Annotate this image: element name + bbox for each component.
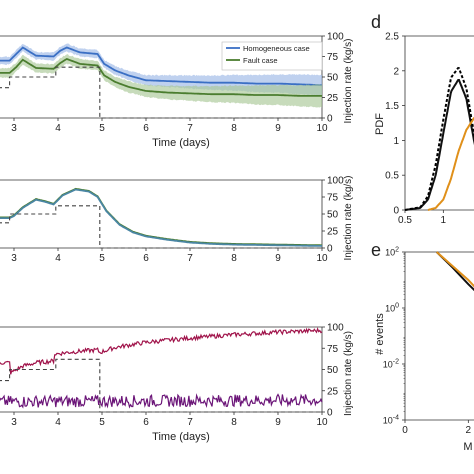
y-tick-label: 100 — [327, 323, 344, 334]
x-tick-label: 3 — [11, 123, 17, 134]
x-tick-label: 5 — [99, 417, 105, 428]
y-tick-label: 50 — [327, 365, 339, 376]
series-line — [0, 187, 322, 247]
x-tick-label: 4 — [55, 123, 61, 134]
y-tick-label: 102 — [385, 247, 399, 258]
series-line — [0, 188, 323, 247]
pdf-dashed-line — [404, 66, 474, 211]
dashed-schedule-line — [0, 358, 322, 413]
events-line — [436, 251, 474, 292]
y-tick-label: 100 — [385, 303, 399, 314]
y-tick-label: 0.5 — [385, 171, 399, 182]
x-tick-label: 9 — [275, 253, 281, 264]
y-tick-label: 50 — [327, 73, 339, 84]
y-axis-label: Injection rate (kg/s) — [343, 175, 354, 260]
y-tick-label: 0 — [327, 408, 333, 419]
y-tick-label: 25 — [327, 227, 339, 238]
panel-e: 10-4 10-2 100 102 0 2 M # events e — [371, 240, 474, 453]
panel-d: 00.511.522.50.511.5PDFd — [371, 12, 474, 226]
x-tick-label: 3 — [11, 253, 17, 264]
y-tick-exponent: 2 — [395, 247, 399, 254]
x-tick-label: 10 — [316, 253, 328, 264]
series-line — [0, 393, 323, 409]
panel-label: d — [371, 12, 381, 32]
x-tick-label: 8 — [231, 417, 237, 428]
y-axis-label: Injection rate (kg/s) — [343, 331, 354, 416]
x-tick-label: 6 — [143, 253, 149, 264]
pdf-line — [427, 116, 474, 211]
x-tick-label: 6 — [143, 123, 149, 134]
x-tick-label: 9 — [275, 417, 281, 428]
y-tick-label: 2.5 — [385, 32, 399, 43]
y-tick-label: 75 — [327, 52, 339, 63]
y-axis-label: Injection rate (kg/s) — [343, 38, 354, 123]
y-tick-label: 1.5 — [385, 101, 399, 112]
x-axis-label: Time (days) — [152, 137, 210, 149]
x-tick-label: 0.5 — [398, 215, 412, 226]
events-line — [436, 251, 474, 288]
y-tick-label: 25 — [327, 386, 339, 397]
dashed-schedule-line — [0, 205, 322, 249]
legend-entry: Homogeneous case — [243, 44, 310, 53]
y-tick-label: 0 — [393, 206, 399, 217]
x-tick-label: 3 — [11, 417, 17, 428]
x-tick-label: 4 — [55, 417, 61, 428]
x-tick-label: 4 — [55, 253, 61, 264]
panel-top-left: 3 4 5 6 7 8 9 100 25 50 75 100 Time (days) Injection … — [0, 32, 354, 149]
y-axis-label: # events — [374, 313, 386, 355]
x-tick-label: 2 — [466, 425, 472, 436]
x-tick-label: 8 — [231, 253, 237, 264]
x-tick-label: 7 — [187, 123, 193, 134]
x-tick-label: 5 — [99, 253, 105, 264]
x-tick-label: 7 — [187, 253, 193, 264]
x-tick-label: 1 — [441, 215, 447, 226]
y-tick-label: 10-2 — [383, 359, 399, 370]
y-tick-label: 25 — [327, 93, 339, 104]
panel-label: e — [371, 240, 381, 260]
x-tick-label: 7 — [187, 417, 193, 428]
y-tick-label: 10-4 — [383, 415, 399, 426]
series-line — [0, 46, 322, 87]
x-tick-label: 10 — [316, 123, 328, 134]
panel-bottom-left: 3 4 5 6 7 8 9 100 25 50 75 100 Time (days) Injection … — [0, 323, 354, 443]
x-tick-label: 5 — [99, 123, 105, 134]
y-tick-label: 100 — [327, 32, 344, 43]
y-tick-label: 0 — [327, 114, 333, 125]
y-tick-label: 0 — [327, 244, 333, 255]
y-tick-label: 1 — [393, 136, 399, 147]
x-tick-label: 10 — [316, 417, 328, 428]
y-tick-label: 75 — [327, 193, 339, 204]
x-tick-label: 0 — [402, 425, 408, 436]
x-tick-label: 6 — [143, 417, 149, 428]
y-tick-exponent: 0 — [395, 303, 399, 310]
y-axis-label: PDF — [374, 113, 386, 135]
series-line — [0, 58, 322, 97]
series-line — [0, 327, 323, 375]
y-tick-label: 100 — [327, 176, 344, 187]
legend-box — [221, 41, 323, 71]
y-tick-exponent: -2 — [393, 359, 399, 366]
y-tick-label: 50 — [327, 210, 339, 221]
y-tick-label: 2 — [393, 66, 399, 77]
x-axis-label: Time (days) — [152, 431, 210, 443]
y-tick-exponent: -4 — [393, 415, 399, 422]
legend-entry: Fault case — [243, 56, 278, 65]
y-tick-label: 75 — [327, 344, 339, 355]
x-tick-label: 9 — [275, 123, 281, 134]
x-axis-label: M — [463, 441, 472, 453]
x-tick-label: 8 — [231, 123, 237, 134]
dashed-schedule-line — [0, 66, 322, 119]
